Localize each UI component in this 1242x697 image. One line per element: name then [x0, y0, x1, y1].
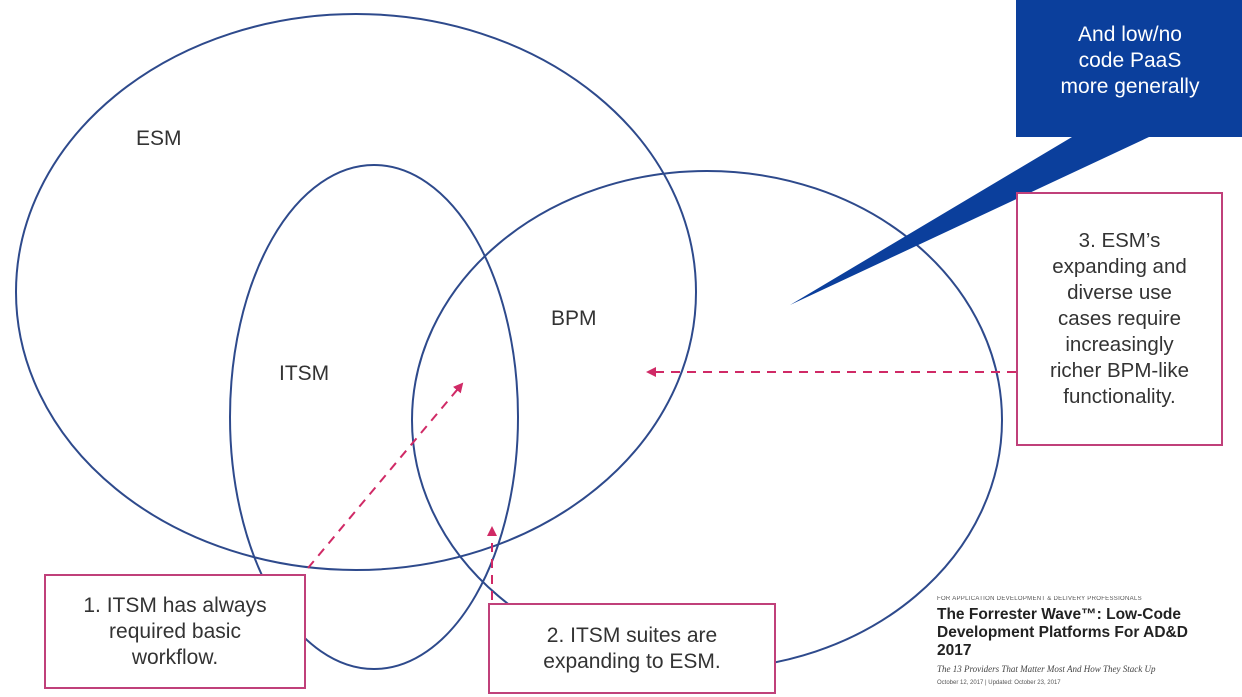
callout-line: 3. ESM’s: [1078, 229, 1161, 252]
arrow-1: [307, 382, 464, 569]
report-subtitle: The 13 Providers That Matter Most And Ho…: [937, 664, 1156, 674]
esm-circle: [15, 13, 697, 571]
report-title-line: 2017: [937, 642, 972, 659]
callout-line: diverse use: [1067, 281, 1172, 304]
callout-line: required basic: [109, 619, 241, 643]
callout-itsm-workflow: 1. ITSM has always required basic workfl…: [44, 574, 306, 689]
bubble-line: more generally: [1060, 75, 1200, 98]
callout-line: 1. ITSM has always: [83, 593, 267, 617]
bpm-label: BPM: [551, 307, 597, 330]
callout-itsm-suites: 2. ITSM suites are expanding to ESM.: [488, 603, 776, 694]
callout-line: workflow.: [131, 645, 219, 669]
itsm-circle: [229, 164, 519, 670]
forrester-report-snippet: FOR APPLICATION DEVELOPMENT & DELIVERY P…: [937, 596, 1242, 686]
report-title-line: Development Platforms For AD&D: [937, 624, 1188, 641]
callout-line: richer BPM-like: [1050, 359, 1189, 382]
callout-line: cases require: [1057, 307, 1182, 330]
callout-esm-use-cases: 3. ESM’s expanding and diverse use cases…: [1016, 192, 1223, 446]
speech-bubble-text: And low/no code PaaS more generally: [1030, 22, 1230, 100]
esm-label: ESM: [136, 127, 182, 150]
callout-line: expanding to ESM.: [543, 649, 721, 673]
callout-line: functionality.: [1063, 385, 1176, 408]
callout-line: 2. ITSM suites are: [546, 623, 718, 647]
bubble-line: code PaaS: [1078, 49, 1182, 72]
itsm-label: ITSM: [279, 362, 330, 385]
bubble-line: And low/no: [1078, 23, 1182, 46]
report-category: FOR APPLICATION DEVELOPMENT & DELIVERY P…: [937, 596, 1142, 602]
callout-line: expanding and: [1052, 255, 1187, 278]
speech-bubble: [790, 0, 1242, 305]
report-title-line: The Forrester Wave™: Low-Code: [937, 606, 1182, 623]
report-date: October 12, 2017 | Updated: October 23, …: [937, 680, 1061, 686]
callout-line: increasingly: [1065, 333, 1174, 356]
